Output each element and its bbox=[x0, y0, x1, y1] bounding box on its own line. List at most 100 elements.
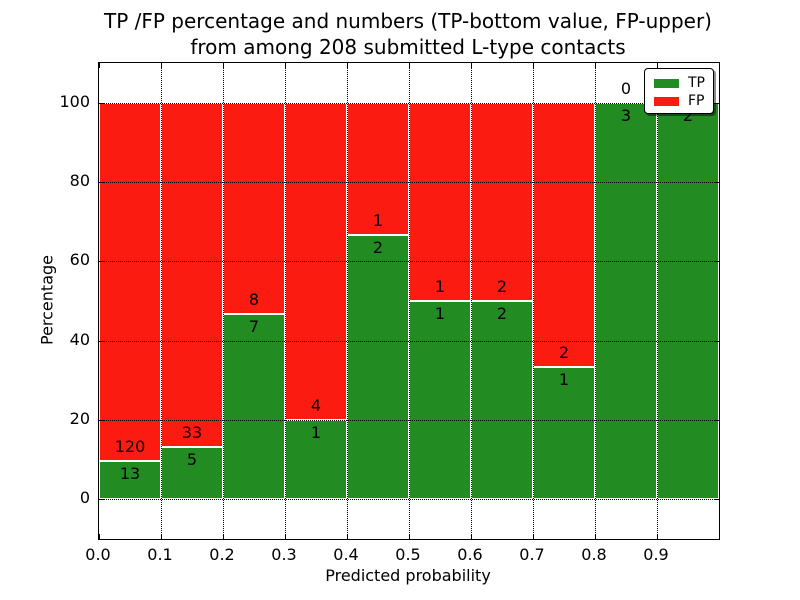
x-axis-tick-top bbox=[595, 63, 596, 68]
x-gridline bbox=[161, 63, 162, 539]
bar-tp-bin4 bbox=[347, 234, 409, 500]
x-tick-label: 0.0 bbox=[85, 545, 111, 564]
x-tick-label: 0.4 bbox=[333, 545, 359, 564]
x-axis-tick bbox=[285, 534, 286, 539]
bar-tp-bin9 bbox=[657, 102, 719, 500]
y-tick-label: 40 bbox=[69, 329, 90, 349]
plot-title: TP /FP percentage and numbers (TP-bottom… bbox=[90, 8, 726, 60]
x-tick-label: 0.6 bbox=[457, 545, 483, 564]
x-axis-tick-top bbox=[533, 63, 534, 68]
fp-count-label-bin8: 0 bbox=[620, 78, 632, 98]
tp-count-label-bin4: 2 bbox=[372, 237, 384, 257]
tp-swatch-icon bbox=[654, 78, 679, 88]
tp-count-label-bin2: 7 bbox=[248, 317, 260, 337]
bar-tp-bin6 bbox=[471, 301, 533, 500]
legend: TP FP bbox=[644, 68, 714, 114]
y-tick-label: 80 bbox=[69, 171, 90, 190]
y-axis-tick bbox=[99, 340, 104, 342]
x-axis-tick bbox=[99, 534, 100, 539]
x-axis-tick bbox=[533, 534, 534, 539]
x-axis-tick bbox=[161, 534, 162, 539]
x-tick-label: 0.3 bbox=[271, 545, 297, 564]
bar-fp-bin3 bbox=[285, 102, 347, 420]
y-axis-tick bbox=[99, 499, 104, 501]
plot-area: TP FP 120 13 33 5 8 7 4 1 1 2 1 1 2 2 2 1 0 3 2 bbox=[98, 62, 720, 540]
bar-tp-bin5 bbox=[409, 301, 471, 500]
x-tick-label: 0.2 bbox=[209, 545, 235, 564]
y-axis-tick bbox=[99, 420, 104, 421]
tp-count-label-bin0: 13 bbox=[119, 463, 141, 483]
y-tick-label: 100 bbox=[59, 91, 90, 111]
legend-entry-tp: TP bbox=[654, 74, 713, 92]
x-gridline bbox=[657, 63, 658, 539]
legend-entry-fp: FP bbox=[654, 92, 713, 110]
x-axis-tick-top bbox=[99, 63, 100, 68]
fp-count-label-bin5: 1 bbox=[434, 277, 446, 296]
bar-fp-bin2 bbox=[223, 102, 285, 315]
bar-fp-bin6 bbox=[471, 102, 533, 301]
x-axis-tick bbox=[471, 534, 472, 539]
legend-label-fp: FP bbox=[688, 93, 705, 109]
y-gridline bbox=[99, 499, 719, 501]
fp-count-label-bin7: 2 bbox=[558, 343, 570, 363]
fp-count-label-bin6: 2 bbox=[496, 277, 508, 296]
tp-count-label-bin9: 2 bbox=[682, 105, 694, 125]
x-tick-label: 0.5 bbox=[395, 545, 421, 564]
y-axis-tick-right bbox=[714, 261, 719, 263]
y-axis-tick-right bbox=[714, 420, 719, 421]
plot-title-line2: from among 208 submitted L-type contacts bbox=[190, 35, 626, 59]
fp-count-label-bin1: 33 bbox=[181, 423, 203, 443]
x-gridline bbox=[409, 63, 410, 539]
x-tick-label: 0.9 bbox=[643, 545, 669, 564]
y-gridline bbox=[99, 340, 719, 342]
x-gridline bbox=[471, 63, 472, 539]
y-axis-tick-right bbox=[714, 102, 719, 104]
fp-count-label-bin0: 120 bbox=[114, 436, 146, 456]
x-gridline bbox=[347, 63, 348, 539]
y-axis-tick bbox=[99, 261, 104, 263]
tp-count-label-bin1: 5 bbox=[186, 450, 198, 470]
legend-label-tp: TP bbox=[688, 75, 705, 91]
y-axis-tick-right bbox=[714, 499, 719, 501]
x-axis-tick bbox=[595, 534, 596, 539]
y-gridline bbox=[99, 182, 719, 183]
x-gridline bbox=[595, 63, 596, 539]
y-tick-label: 0 bbox=[79, 488, 90, 508]
y-gridline bbox=[99, 420, 719, 421]
bar-tp-bin8 bbox=[595, 102, 657, 500]
x-gridline bbox=[285, 63, 286, 539]
x-tick-label: 0.7 bbox=[519, 545, 545, 564]
y-axis-tick bbox=[99, 182, 104, 183]
tp-count-label-bin7: 1 bbox=[558, 370, 570, 390]
bar-tp-bin0 bbox=[99, 460, 161, 500]
x-axis-label: Predicted probability bbox=[325, 566, 491, 585]
x-axis-tick bbox=[409, 534, 410, 539]
fp-count-label-bin4: 1 bbox=[372, 210, 384, 230]
x-axis-tick-top bbox=[657, 63, 658, 68]
x-axis-tick-top bbox=[471, 63, 472, 68]
bar-tp-bin1 bbox=[161, 447, 223, 500]
x-axis-tick-top bbox=[347, 63, 348, 68]
y-axis-tick-right bbox=[714, 182, 719, 183]
bar-fp-bin1 bbox=[161, 102, 223, 448]
y-gridline bbox=[99, 261, 719, 263]
x-axis-tick-top bbox=[409, 63, 410, 68]
y-axis-tick bbox=[99, 102, 104, 104]
fp-count-label-bin2: 8 bbox=[248, 290, 260, 310]
x-axis-tick bbox=[657, 534, 658, 539]
y-gridline bbox=[99, 102, 719, 104]
y-tick-label: 60 bbox=[69, 250, 90, 270]
fp-swatch-icon bbox=[654, 96, 679, 106]
x-axis-tick-top bbox=[223, 63, 224, 68]
x-axis-tick bbox=[347, 534, 348, 539]
bar-fp-bin5 bbox=[409, 102, 471, 301]
tp-count-label-bin6: 2 bbox=[496, 304, 508, 323]
x-axis-tick bbox=[223, 534, 224, 539]
x-axis-tick-top bbox=[285, 63, 286, 68]
tp-count-label-bin5: 1 bbox=[434, 304, 446, 323]
fp-count-label-bin3: 4 bbox=[310, 396, 322, 415]
y-tick-label: 20 bbox=[69, 409, 90, 428]
bar-fp-bin0 bbox=[99, 102, 161, 461]
x-tick-label: 0.8 bbox=[581, 545, 607, 564]
